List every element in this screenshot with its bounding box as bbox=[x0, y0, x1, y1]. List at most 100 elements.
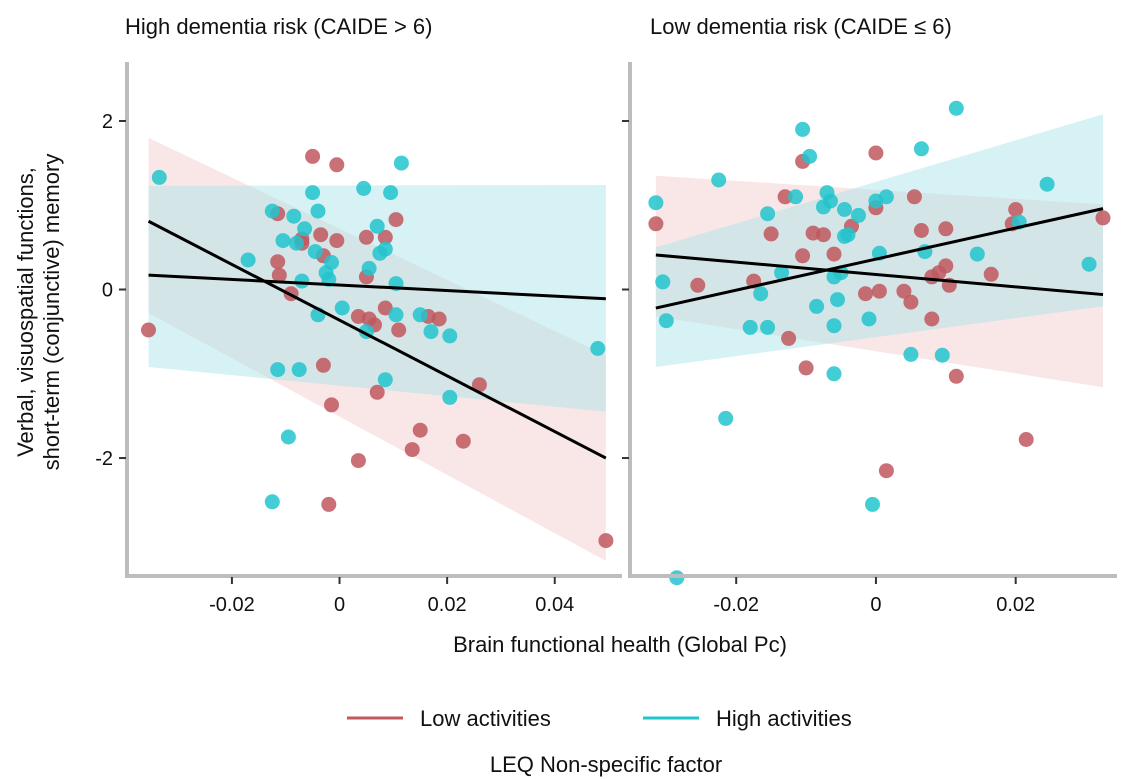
y-tick-label: 0 bbox=[102, 280, 113, 302]
data-point-high-activities bbox=[280, 429, 296, 445]
data-point-high-activities bbox=[270, 362, 286, 378]
data-point-low-activities bbox=[913, 223, 929, 238]
data-point-high-activities bbox=[658, 313, 674, 329]
legend-label-low-activities: Low activities bbox=[420, 706, 551, 731]
data-point-high-activities bbox=[948, 100, 964, 116]
data-point-high-activities bbox=[590, 341, 606, 356]
panel-axes: -0.02 0 0.02 bbox=[622, 62, 1117, 616]
data-point-high-activities bbox=[913, 141, 929, 157]
data-point-low-activities bbox=[983, 266, 999, 282]
data-point-high-activities bbox=[412, 307, 428, 323]
x-tick-label: 0 bbox=[870, 594, 881, 616]
data-point-low-activities bbox=[1018, 432, 1034, 447]
data-point-high-activities bbox=[1081, 256, 1097, 272]
data-point-low-activities bbox=[763, 226, 779, 242]
data-point-low-activities bbox=[315, 357, 331, 373]
data-point-low-activities bbox=[329, 157, 345, 173]
data-point-high-activities bbox=[442, 328, 458, 344]
data-point-high-activities bbox=[388, 307, 404, 323]
data-point-low-activities bbox=[878, 463, 894, 479]
data-point-high-activities bbox=[840, 227, 856, 243]
data-point-low-activities bbox=[321, 496, 337, 512]
confidence-bands bbox=[148, 137, 606, 561]
data-point-low-activities bbox=[377, 300, 393, 316]
data-point-high-activities bbox=[788, 189, 804, 205]
data-point-high-activities bbox=[442, 389, 458, 405]
x-tick-label: 0.02 bbox=[996, 594, 1035, 616]
confidence-band-high-activities bbox=[655, 114, 1104, 368]
data-point-high-activities bbox=[823, 193, 838, 209]
data-point-low-activities bbox=[350, 453, 366, 469]
fit-line-low-activities bbox=[655, 253, 1104, 297]
data-point-high-activities bbox=[264, 203, 280, 219]
fit-lines bbox=[147, 219, 607, 460]
panel-title-low-risk: Low dementia risk (CAIDE ≤ 6) bbox=[650, 14, 952, 39]
data-point-low-activities bbox=[271, 267, 287, 283]
data-point-high-activities bbox=[291, 362, 307, 378]
data-point-low-activities bbox=[388, 212, 404, 228]
data-point-high-activities bbox=[310, 203, 326, 219]
data-point-low-activities bbox=[455, 433, 471, 449]
data-point-high-activities bbox=[377, 241, 393, 257]
data-point-low-activities bbox=[1008, 202, 1024, 217]
data-point-low-activities bbox=[313, 227, 329, 243]
fit-lines bbox=[655, 207, 1104, 310]
data-point-high-activities bbox=[275, 233, 291, 249]
y-axis-title-line-2: short-term (conjunctive) memory bbox=[39, 154, 64, 471]
data-point-low-activities bbox=[816, 227, 831, 243]
data-point-low-activities bbox=[324, 397, 339, 413]
data-point-low-activities bbox=[358, 229, 374, 245]
data-point-low-activities bbox=[777, 189, 793, 205]
data-point-high-activities bbox=[356, 180, 372, 196]
y-tick-label: 2 bbox=[102, 111, 113, 133]
panel-low-dementia-risk: Low dementia risk (CAIDE ≤ 6) -0.02 0 0.02 bbox=[622, 14, 1117, 616]
data-point-low-activities bbox=[305, 148, 321, 164]
fit-line-high-activities bbox=[148, 273, 606, 301]
data-point-low-activities bbox=[412, 422, 428, 438]
data-point-high-activities bbox=[826, 318, 842, 334]
legend-title: LEQ Non-specific factor bbox=[490, 752, 722, 777]
data-point-high-activities bbox=[861, 311, 877, 327]
data-point-high-activities bbox=[795, 121, 811, 137]
legend: Low activities High activities LEQ Non-s… bbox=[347, 706, 852, 777]
data-point-low-activities bbox=[377, 229, 393, 245]
data-point-high-activities bbox=[377, 372, 393, 388]
confidence-band-high-activities bbox=[148, 185, 606, 412]
data-point-high-activities bbox=[753, 286, 769, 302]
x-tick-label: -0.02 bbox=[209, 594, 255, 616]
data-point-high-activities bbox=[383, 185, 399, 201]
data-point-high-activities bbox=[264, 494, 280, 510]
data-point-high-activities bbox=[334, 300, 350, 316]
x-tick-label: 0.02 bbox=[428, 594, 467, 616]
data-point-high-activities bbox=[289, 235, 304, 251]
confidence-band-low-activities bbox=[148, 137, 606, 561]
data-point-high-activities bbox=[240, 252, 256, 268]
fit-line-low-activities bbox=[147, 219, 607, 460]
data-point-high-activities bbox=[648, 195, 664, 211]
panel-high-dementia-risk: High dementia risk (CAIDE > 6) 2 0 -2 -0.02… bbox=[95, 14, 622, 616]
data-point-low-activities bbox=[471, 377, 487, 393]
data-point-low-activities bbox=[906, 189, 922, 205]
data-point-high-activities bbox=[294, 273, 310, 289]
data-point-high-activities bbox=[655, 274, 671, 290]
data-point-high-activities bbox=[742, 319, 758, 335]
data-point-high-activities bbox=[851, 207, 866, 223]
data-point-high-activities bbox=[324, 255, 339, 270]
data-point-high-activities bbox=[369, 218, 385, 234]
data-point-low-activities bbox=[598, 533, 614, 549]
data-point-high-activities bbox=[151, 169, 167, 185]
data-point-high-activities bbox=[361, 260, 377, 276]
data-point-low-activities bbox=[826, 246, 842, 262]
data-point-high-activities bbox=[760, 319, 776, 335]
data-point-high-activities bbox=[969, 246, 985, 262]
data-point-low-activities bbox=[924, 311, 940, 327]
data-point-low-activities bbox=[404, 442, 420, 458]
x-tick-label: 0 bbox=[334, 594, 345, 616]
panel-title-high-risk: High dementia risk (CAIDE > 6) bbox=[125, 14, 433, 39]
data-point-high-activities bbox=[423, 324, 439, 340]
data-point-low-activities bbox=[329, 233, 345, 249]
data-point-low-activities bbox=[270, 254, 286, 270]
fit-line-high-activities bbox=[655, 207, 1104, 310]
data-point-low-activities bbox=[431, 311, 447, 327]
